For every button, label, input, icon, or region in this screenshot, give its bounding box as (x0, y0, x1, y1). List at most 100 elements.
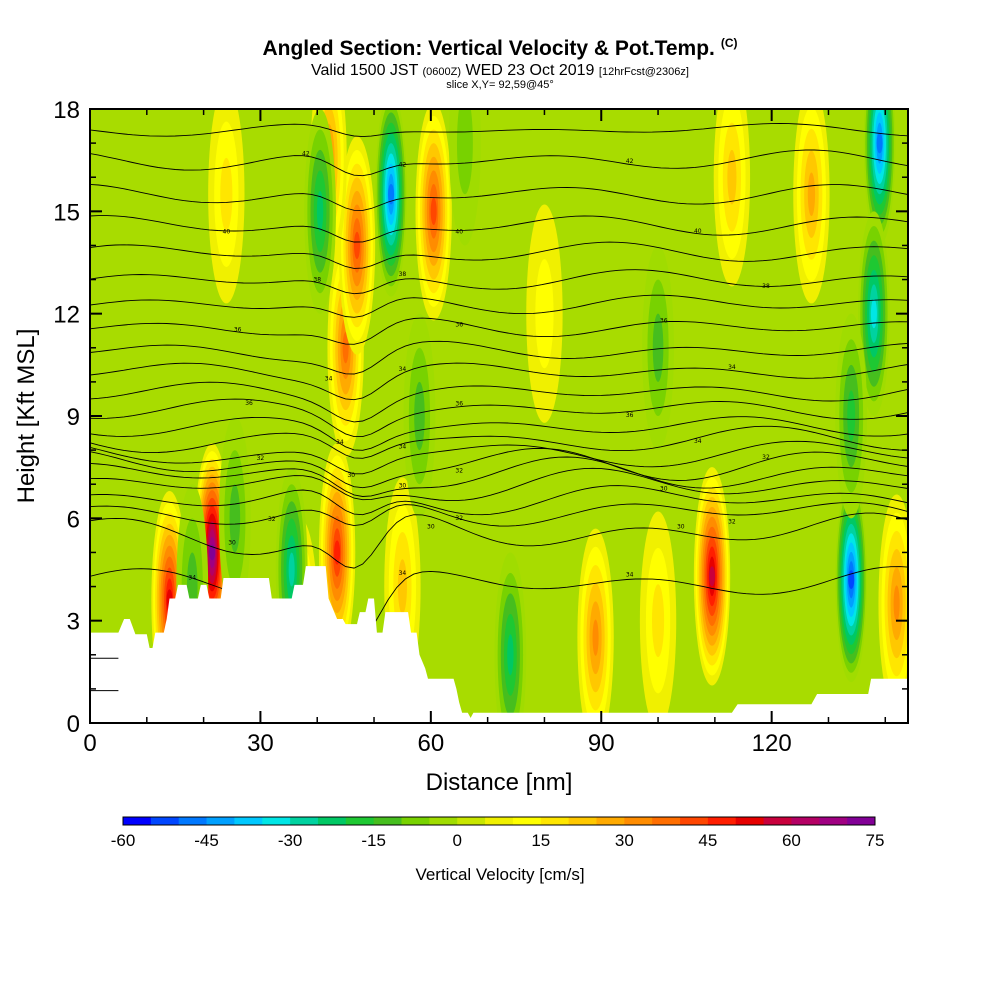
downdraft-core (304, 109, 336, 314)
velocity-level (288, 552, 295, 587)
isentrope-label: 42 (302, 150, 310, 157)
colorbar-tick-label: 60 (782, 831, 801, 850)
velocity-level (220, 157, 233, 231)
x-tick-label: 60 (417, 730, 444, 757)
downdraft-core (835, 477, 868, 683)
colorbar-swatch (123, 817, 152, 825)
updraft-core (208, 109, 245, 304)
colorbar-tick-label: 0 (452, 831, 461, 850)
downdraft-core (494, 552, 527, 723)
valid-time: Valid 1500 JST (0600Z) WED 23 Oct 2019 [… (311, 62, 689, 79)
velocity-level (652, 313, 664, 382)
velocity-level (456, 109, 473, 195)
isentrope-line (90, 149, 908, 177)
updraft-core (693, 467, 731, 686)
velocity-level (316, 190, 324, 232)
colorbar-swatch (206, 817, 235, 825)
colorbar-swatch (763, 817, 792, 825)
velocity-level (847, 390, 856, 442)
isentrope-label: 30 (660, 486, 668, 493)
velocity-level (353, 231, 360, 260)
isentrope-label: 36 (455, 400, 463, 407)
downdraft-core (403, 313, 436, 519)
colorbar-tick-label: 30 (615, 831, 634, 850)
isentrope-label: 38 (762, 283, 770, 290)
colorbar-title: Vertical Velocity [cm/s] (415, 865, 584, 884)
isentrope-label: 34 (399, 366, 407, 373)
y-tick-label: 12 (53, 302, 80, 329)
isentrope-line (90, 123, 908, 138)
isentrope-label: 36 (660, 317, 668, 324)
velocity-level (535, 259, 554, 369)
isentrope-label: 42 (626, 158, 634, 165)
velocity-level (709, 566, 716, 587)
y-axis-title: Height [Kft MSL] (13, 329, 40, 504)
isentrope-line (90, 416, 908, 451)
colorbar-swatch (707, 817, 737, 825)
velocity-level (342, 332, 349, 364)
isentrope-label: 30 (399, 483, 407, 490)
isentrope-line (90, 215, 908, 243)
downdraft-core (375, 109, 407, 297)
isentrope-label: 34 (694, 438, 702, 445)
isentrope-label: 36 (234, 326, 242, 333)
isentrope-line (90, 425, 908, 459)
colorbar-swatch (290, 817, 319, 825)
isentrope-line (90, 241, 908, 269)
velocity-level (397, 559, 407, 614)
velocity-level (209, 544, 216, 561)
colorbar-tick-label: 45 (698, 831, 717, 850)
terrain-mask (90, 566, 908, 723)
velocity-level (848, 570, 855, 590)
plot-area: 34 34 34 30 30 30 32 32 32 30 30 30 32 32 32 34 34 34 36 36… (90, 109, 908, 723)
x-tick-label: 120 (752, 730, 792, 757)
colorbar-swatch (345, 817, 375, 825)
isentrope-line (90, 398, 908, 438)
isentrope-line (90, 456, 908, 497)
isentrope-label: 30 (228, 539, 236, 546)
colorbar-frame (122, 816, 876, 826)
colorbar-swatch (485, 817, 514, 825)
isentrope-line (90, 502, 908, 527)
colorbar-swatch (512, 817, 542, 825)
velocity-level (507, 634, 514, 676)
y-tick-label: 0 (67, 711, 80, 738)
velocity-level (430, 197, 437, 225)
isentrope-label: 32 (455, 467, 463, 474)
valid-zulu: (0600Z) (422, 66, 462, 78)
isentrope-label: 30 (427, 523, 435, 530)
isentrope-label: 36 (626, 412, 634, 419)
colorbar-swatch (234, 817, 263, 825)
velocity-level (592, 619, 599, 656)
isentrope-label: 34 (399, 570, 407, 577)
colorbar-tick-label: -30 (278, 831, 303, 850)
downdraft-core (642, 245, 674, 451)
velocity-level (414, 381, 425, 451)
isentrope-label: 42 (399, 162, 407, 169)
colorbar-tick-label: -60 (111, 831, 136, 850)
updraft-core (793, 109, 830, 304)
colorbar-swatch (401, 817, 430, 825)
velocity-level (807, 172, 816, 217)
isentrope-label: 34 (336, 439, 344, 446)
colorbar-swatch (680, 817, 709, 825)
isentrope-label: 38 (399, 271, 407, 278)
isentrope-contours: 34 34 34 30 30 30 32 32 32 30 30 30 32 32 32 34 34 34 36 36… (90, 123, 908, 645)
terrain (90, 566, 908, 723)
x-tick-label: 30 (247, 730, 274, 757)
isentrope-label: 36 (245, 400, 253, 407)
velocity-level (870, 299, 877, 329)
chart-title: Angled Section: Vertical Velocity & Pot.… (262, 36, 738, 60)
isentrope-label: 34 (728, 364, 736, 371)
isentrope-label: 38 (313, 277, 321, 284)
colorbar-swatch (847, 817, 876, 825)
isentrope-line (90, 485, 908, 516)
colorbar-swatch (735, 817, 765, 825)
velocity-level (876, 132, 883, 154)
colorbar-tick-label: -15 (361, 831, 386, 850)
colorbar-swatch (596, 817, 625, 825)
isentrope-label: 30 (677, 523, 685, 530)
y-tick-label: 9 (67, 404, 80, 431)
velocity-level (727, 149, 737, 205)
